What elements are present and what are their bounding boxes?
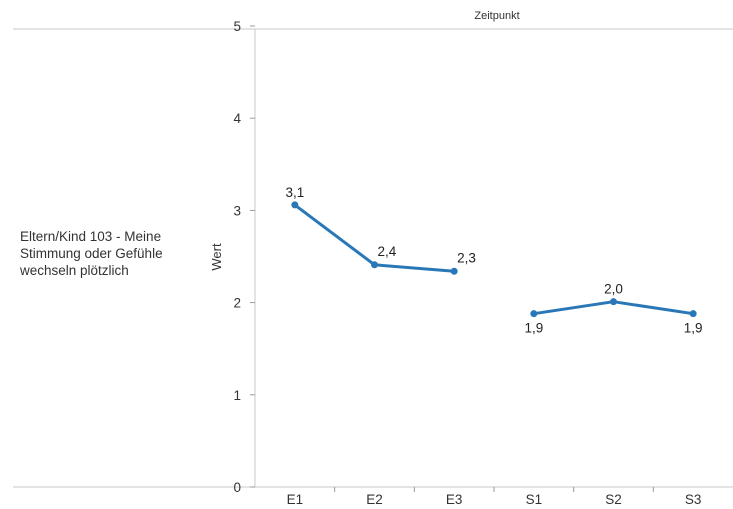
series-points: [291, 201, 697, 318]
data-point: [610, 298, 617, 306]
data-point: [371, 261, 378, 269]
y-axis-ticks: 0 1 2 3 4 5: [233, 19, 255, 495]
y-tick-label: 3: [233, 203, 241, 218]
data-label: 2,3: [457, 250, 476, 265]
data-label: 2,4: [378, 244, 397, 259]
x-axis-ticks: E1 E2 E3 S1 S2 S3: [287, 487, 702, 507]
x-tick-label: E3: [446, 492, 463, 507]
row-label: Eltern/Kind 103 - Meine Stimmung oder Ge…: [20, 229, 163, 278]
y-tick-label: 2: [233, 296, 241, 311]
data-point: [689, 310, 697, 318]
data-labels: 3,1 2,4 2,3 1,9 2,0 1,9: [285, 185, 702, 336]
data-point: [530, 310, 538, 318]
data-label: 2,0: [604, 282, 623, 297]
x-tick-label: S3: [685, 492, 702, 507]
y-tick-label: 0: [233, 480, 241, 495]
data-label: 1,9: [684, 321, 703, 336]
y-tick-label: 1: [233, 388, 241, 403]
data-point: [291, 201, 299, 209]
data-label: 3,1: [285, 185, 304, 200]
x-tick-label: E2: [366, 492, 383, 507]
series-lines: [293, 203, 695, 316]
x-tick-label: E1: [287, 492, 304, 507]
x-tick-label: S1: [526, 492, 543, 507]
data-label: 1,9: [524, 321, 543, 336]
x-tick-label: S2: [605, 492, 622, 507]
y-tick-label: 4: [233, 111, 241, 126]
y-axis-title: Wert: [209, 243, 224, 271]
y-tick-label: 5: [233, 19, 241, 34]
column-header-title: Zeitpunkt: [474, 10, 519, 22]
data-point: [450, 267, 458, 275]
